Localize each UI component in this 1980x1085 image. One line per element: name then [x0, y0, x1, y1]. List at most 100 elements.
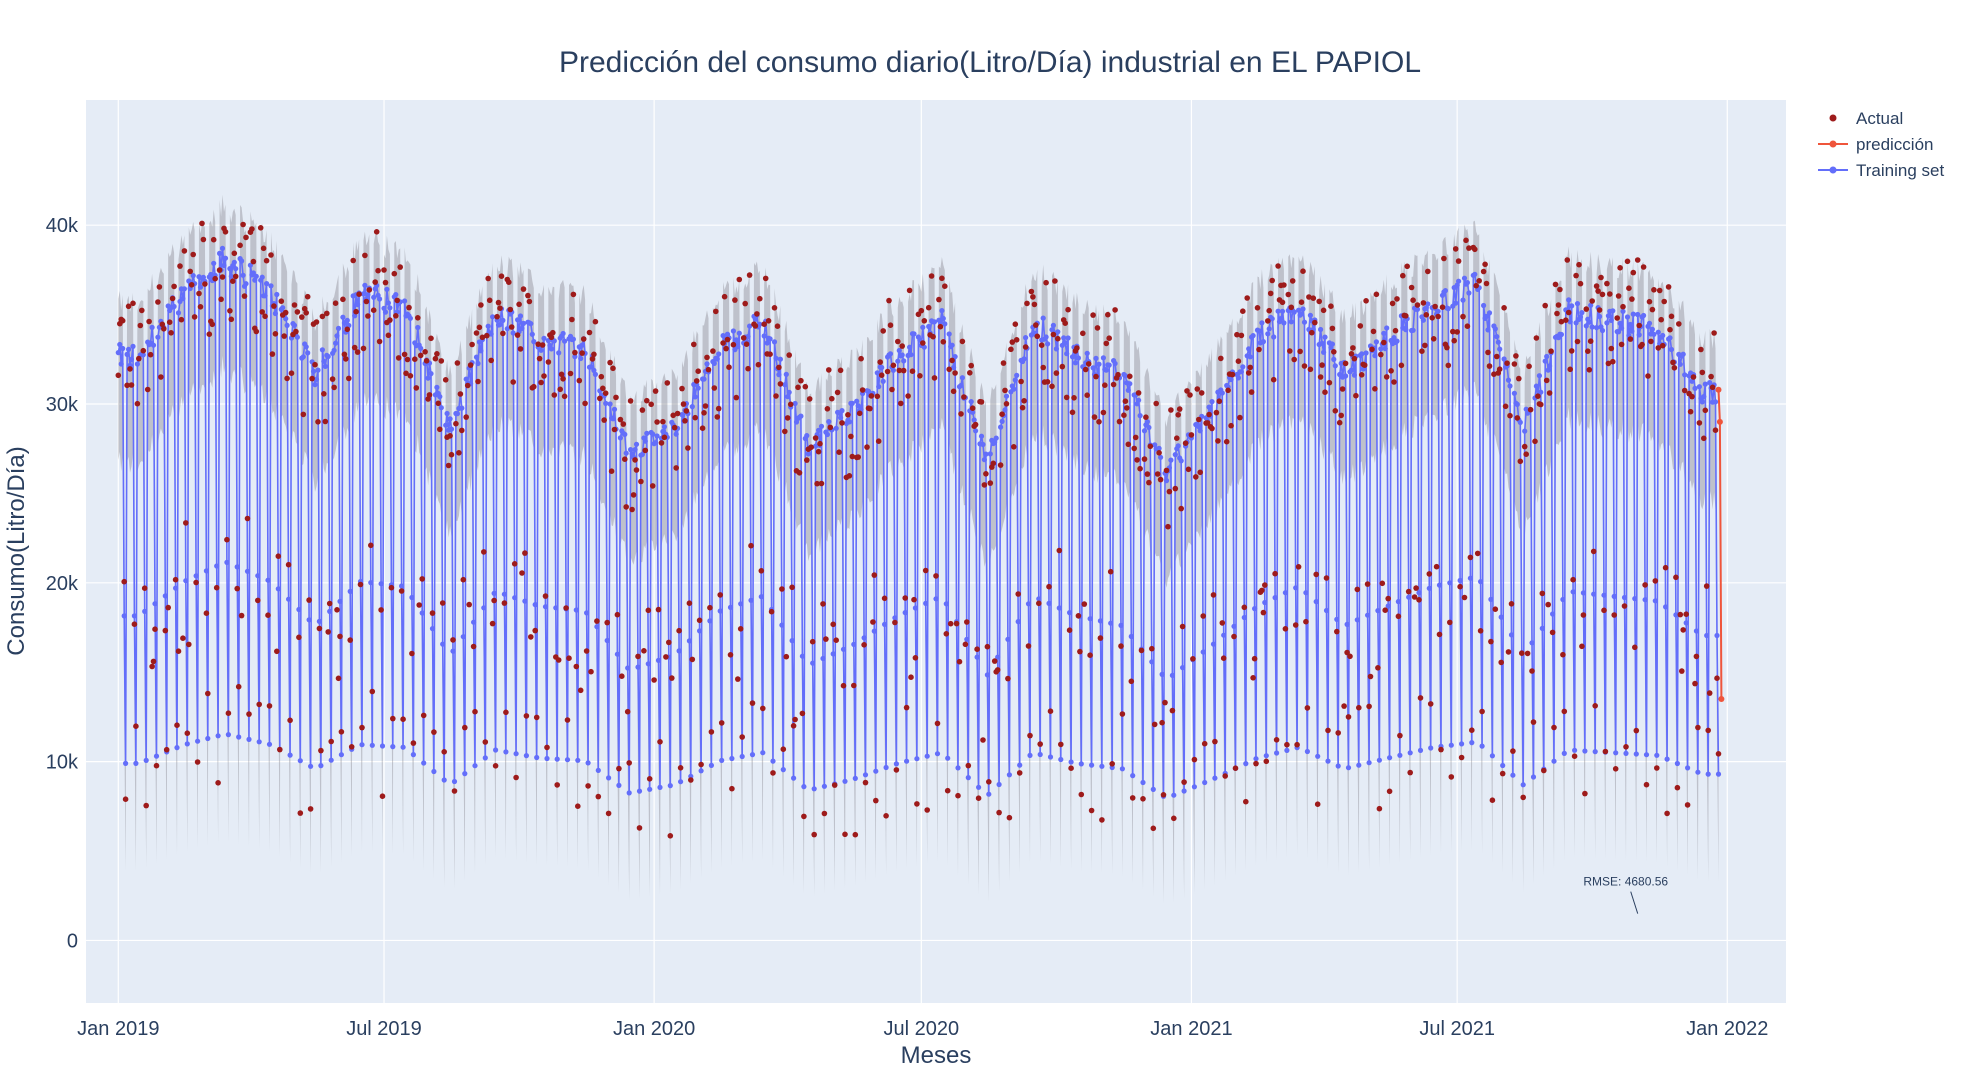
training-set-point[interactable] — [1075, 355, 1081, 361]
actual-point[interactable] — [287, 717, 293, 724]
actual-point[interactable] — [354, 349, 361, 355]
training-set-point[interactable] — [1417, 747, 1424, 754]
training-set-point[interactable] — [657, 784, 663, 791]
training-set-point[interactable] — [757, 321, 763, 327]
actual-point[interactable] — [663, 654, 669, 660]
training-set-point[interactable] — [1298, 311, 1305, 317]
actual-point[interactable] — [391, 270, 398, 277]
actual-point[interactable] — [1494, 353, 1500, 360]
actual-point[interactable] — [456, 450, 462, 456]
actual-point[interactable] — [190, 251, 196, 258]
training-set-point[interactable] — [714, 356, 720, 362]
actual-point[interactable] — [1153, 400, 1159, 407]
actual-point[interactable] — [1530, 719, 1537, 725]
actual-point[interactable] — [1452, 246, 1459, 252]
training-set-point[interactable] — [876, 384, 882, 390]
training-set-point[interactable] — [1583, 323, 1589, 329]
actual-point[interactable] — [169, 295, 176, 302]
training-set-point[interactable] — [1006, 772, 1013, 778]
training-set-point[interactable] — [1212, 775, 1218, 781]
training-set-point[interactable] — [124, 351, 130, 357]
training-set-point[interactable] — [767, 336, 773, 342]
actual-point[interactable] — [124, 382, 130, 389]
actual-point[interactable] — [451, 788, 458, 794]
training-set-point[interactable] — [801, 784, 807, 790]
actual-point[interactable] — [748, 542, 754, 549]
actual-point[interactable] — [325, 629, 332, 635]
training-set-point[interactable] — [1668, 346, 1675, 353]
training-set-point[interactable] — [286, 596, 292, 602]
actual-point[interactable] — [858, 355, 864, 362]
actual-point[interactable] — [293, 328, 299, 335]
training-set-point[interactable] — [1125, 387, 1131, 393]
training-set-point[interactable] — [711, 360, 717, 366]
actual-point[interactable] — [428, 335, 434, 342]
actual-point[interactable] — [1011, 444, 1017, 450]
actual-point[interactable] — [172, 576, 179, 583]
actual-point[interactable] — [814, 480, 820, 487]
actual-point[interactable] — [1147, 443, 1154, 450]
actual-point[interactable] — [196, 290, 202, 297]
actual-point[interactable] — [1668, 313, 1675, 320]
actual-point[interactable] — [171, 283, 177, 290]
training-set-point[interactable] — [692, 394, 698, 400]
actual-point[interactable] — [1143, 414, 1149, 421]
actual-point[interactable] — [1320, 307, 1327, 314]
actual-point[interactable] — [1238, 332, 1245, 339]
actual-point[interactable] — [344, 326, 351, 333]
actual-point[interactable] — [1191, 756, 1198, 763]
training-set-point[interactable] — [1272, 595, 1278, 601]
training-set-point[interactable] — [890, 367, 897, 373]
training-set-point[interactable] — [1011, 386, 1017, 392]
actual-point[interactable] — [416, 602, 423, 608]
training-set-point[interactable] — [1149, 659, 1155, 665]
training-set-point[interactable] — [1617, 320, 1623, 326]
training-set-point[interactable] — [575, 757, 581, 763]
actual-point[interactable] — [682, 418, 688, 424]
actual-point[interactable] — [353, 308, 359, 315]
training-set-point[interactable] — [1654, 752, 1660, 758]
actual-point[interactable] — [510, 379, 516, 385]
actual-point[interactable] — [1655, 345, 1662, 351]
actual-point[interactable] — [972, 421, 979, 428]
actual-point[interactable] — [175, 648, 182, 654]
prediction-point[interactable] — [1716, 418, 1723, 425]
actual-point[interactable] — [508, 324, 515, 330]
actual-point[interactable] — [685, 445, 691, 451]
actual-point[interactable] — [180, 635, 186, 641]
training-set-point[interactable] — [779, 622, 785, 628]
actual-point[interactable] — [1154, 471, 1161, 477]
actual-point[interactable] — [965, 762, 972, 769]
actual-point[interactable] — [845, 412, 851, 418]
actual-point[interactable] — [1692, 680, 1698, 687]
actual-point[interactable] — [787, 401, 794, 408]
training-set-point[interactable] — [284, 322, 290, 328]
actual-point[interactable] — [1703, 583, 1710, 589]
actual-point[interactable] — [645, 607, 652, 614]
actual-point[interactable] — [243, 234, 249, 241]
actual-point[interactable] — [1253, 760, 1259, 767]
actual-point[interactable] — [1671, 365, 1678, 371]
actual-point[interactable] — [381, 267, 387, 273]
training-set-point[interactable] — [958, 382, 964, 389]
actual-point[interactable] — [859, 387, 866, 393]
training-set-point[interactable] — [1707, 380, 1713, 386]
training-set-point[interactable] — [360, 291, 367, 297]
actual-point[interactable] — [1599, 291, 1606, 298]
actual-point[interactable] — [773, 393, 779, 399]
training-set-point[interactable] — [820, 655, 826, 662]
actual-point[interactable] — [1693, 653, 1700, 660]
training-set-point[interactable] — [1144, 419, 1150, 425]
training-set-point[interactable] — [1425, 301, 1431, 307]
training-set-point[interactable] — [1529, 640, 1535, 646]
training-set-point[interactable] — [1620, 308, 1626, 314]
actual-point[interactable] — [878, 372, 885, 379]
actual-point[interactable] — [1168, 407, 1174, 413]
actual-point[interactable] — [1034, 333, 1041, 340]
training-set-point[interactable] — [368, 580, 374, 586]
training-set-point[interactable] — [1078, 761, 1084, 767]
actual-point[interactable] — [206, 331, 213, 338]
actual-point[interactable] — [570, 291, 577, 298]
training-set-point[interactable] — [1378, 346, 1384, 352]
actual-point[interactable] — [1119, 711, 1126, 717]
